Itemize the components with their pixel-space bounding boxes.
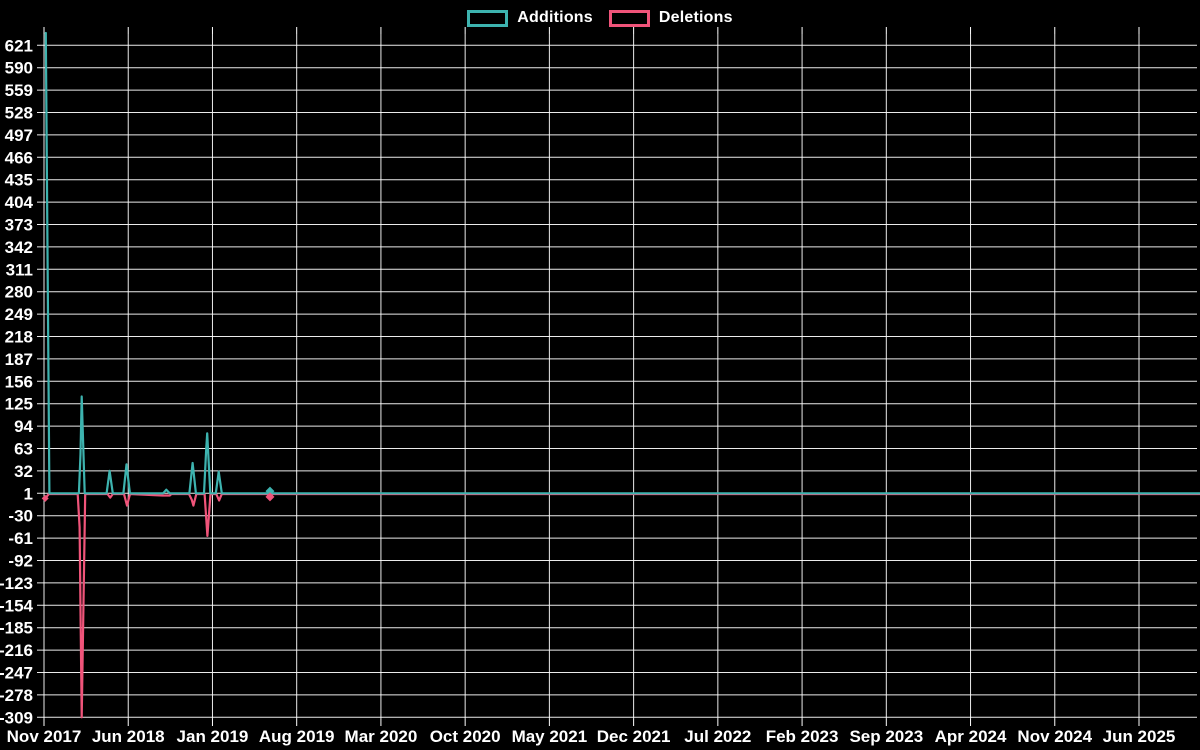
y-tick-label: 435 — [5, 171, 33, 190]
y-tick-label: -309 — [0, 708, 33, 727]
y-tick-label: -247 — [0, 663, 33, 682]
x-gridlines-and-labels: Nov 2017 Jun 2018 Jan 2019 Aug 2019 Mar 2020… — [7, 27, 1176, 746]
y-tick-label: 311 — [6, 260, 33, 279]
deletions-point-marker[interactable] — [265, 492, 275, 502]
additions-point-marker[interactable] — [265, 486, 275, 496]
y-tick-label: 404 — [5, 193, 34, 212]
x-tick-label: Feb 2023 — [766, 727, 839, 746]
y-tick-label: -185 — [0, 619, 33, 638]
x-tick-label: Oct 2020 — [430, 727, 501, 746]
y-tick-label: 1 — [24, 484, 33, 503]
y-tick-label: 94 — [14, 417, 33, 436]
x-tick-label: May 2021 — [512, 727, 588, 746]
y-tick-label: 373 — [5, 216, 33, 235]
x-tick-label: Mar 2020 — [345, 727, 418, 746]
y-tick-label: 249 — [5, 305, 33, 324]
x-tick-label: Jul 2022 — [684, 727, 751, 746]
y-tick-label: 466 — [5, 148, 33, 167]
y-tick-label: 497 — [5, 126, 33, 145]
y-tick-label: 63 — [14, 440, 33, 459]
deletions-point-marker[interactable] — [41, 494, 49, 502]
additions-line[interactable] — [44, 31, 1200, 495]
x-tick-label: Sep 2023 — [849, 727, 923, 746]
x-tick-label: Nov 2024 — [1017, 727, 1092, 746]
y-gridlines-and-labels: 621 590 559 528 497 466 435 404 373 342 311 280 249 2… — [0, 36, 1197, 727]
y-tick-label: -30 — [8, 507, 33, 526]
y-tick-label: -154 — [0, 596, 34, 615]
y-tick-label: 590 — [5, 59, 33, 78]
legend-additions-label: Additions — [517, 9, 593, 26]
legend-item-additions[interactable]: Additions — [467, 9, 593, 27]
legend-deletions-label: Deletions — [658, 9, 733, 26]
y-tick-label: 156 — [5, 372, 33, 391]
y-tick-label: 32 — [14, 462, 33, 481]
y-tick-label: 280 — [5, 283, 33, 302]
x-tick-label: Nov 2017 — [7, 727, 82, 746]
deletions-swatch-icon — [608, 9, 650, 27]
additions-swatch-icon — [467, 9, 509, 27]
x-tick-label: Apr 2024 — [935, 727, 1007, 746]
x-tick-label: Dec 2021 — [597, 727, 671, 746]
y-tick-label: -61 — [8, 529, 33, 548]
y-tick-label: -123 — [0, 574, 33, 593]
y-tick-label: 125 — [5, 395, 33, 414]
legend-item-deletions[interactable]: Deletions — [608, 9, 733, 27]
y-tick-label: 559 — [5, 81, 33, 100]
y-tick-label: 528 — [5, 104, 33, 123]
y-tick-label: -92 — [8, 551, 33, 570]
x-tick-label: Jun 2018 — [92, 727, 165, 746]
legend: Additions Deletions — [0, 6, 1200, 30]
x-tick-label: Jun 2025 — [1103, 727, 1176, 746]
y-tick-label: -216 — [0, 641, 33, 660]
x-tick-label: Jan 2019 — [177, 727, 249, 746]
y-tick-label: 621 — [5, 36, 33, 55]
y-tick-label: 218 — [5, 328, 33, 347]
y-tick-label: 187 — [5, 350, 33, 369]
y-tick-label: -278 — [0, 686, 33, 705]
x-tick-label: Aug 2019 — [259, 727, 335, 746]
y-tick-label: 342 — [5, 238, 33, 257]
